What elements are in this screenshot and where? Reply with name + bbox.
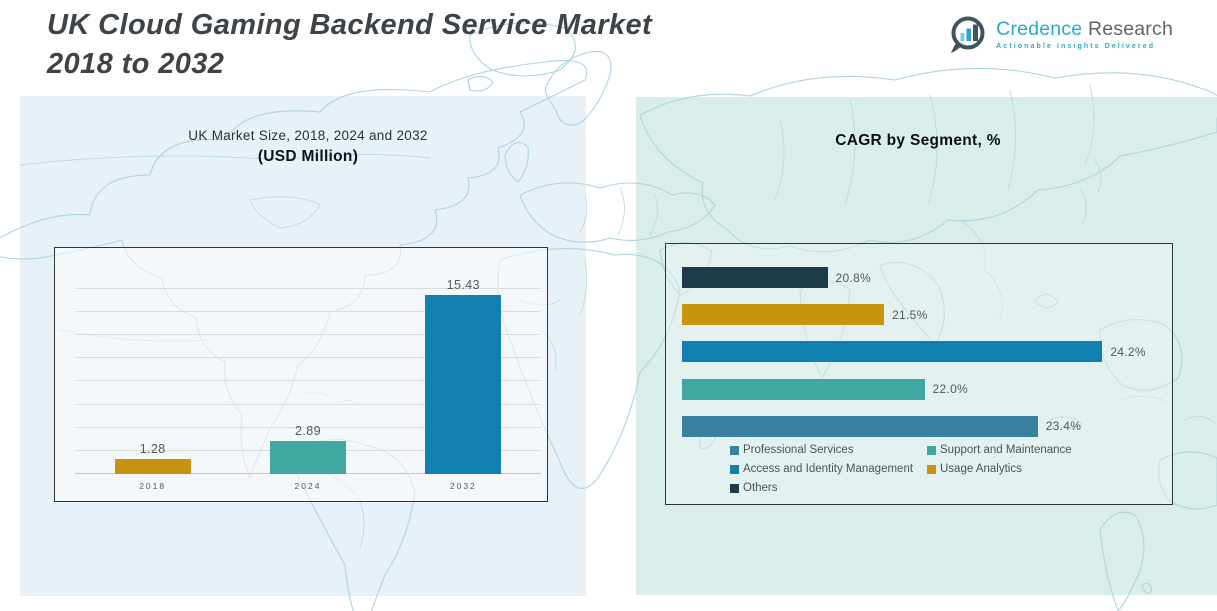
market-x-axis: 2018 2024 2032 xyxy=(75,481,541,494)
brand-logo: Credence Research Actionable Insights De… xyxy=(948,14,1173,54)
bar-value-label: 24.2% xyxy=(1110,344,1146,359)
legend-label: Support and Maintenance xyxy=(940,444,1072,456)
bar-value-label: 21.5% xyxy=(892,307,928,322)
bar-group-2018: 1.28 xyxy=(75,254,230,474)
bar-others xyxy=(682,267,828,288)
bar-2032 xyxy=(425,295,502,474)
market-plot-area: 1.28 2.89 15.43 xyxy=(75,254,541,474)
bar-value-label: 1.28 xyxy=(139,442,166,457)
bar-value-label: 20.8% xyxy=(835,270,872,285)
brand-name-primary: Credence xyxy=(996,18,1083,40)
legend-marker xyxy=(730,464,739,474)
brand-name-secondary: Research xyxy=(1087,18,1173,40)
bar-value-label: 22.0% xyxy=(932,382,969,397)
cagr-legend: Professional Services Support and Mainten… xyxy=(730,444,1072,494)
gridline xyxy=(75,334,541,336)
bar-row: 21.5% xyxy=(682,304,928,326)
bar-row: 24.2% xyxy=(682,341,1146,363)
bar-value-label: 15.43 xyxy=(446,278,480,293)
bar-value-label: 23.4% xyxy=(1045,419,1082,434)
gridline xyxy=(75,380,541,382)
legend-item-access-and-identity-management: Access and Identity Management xyxy=(730,463,927,475)
brand-logo-text: Credence Research Actionable Insights De… xyxy=(996,18,1173,50)
gridline xyxy=(75,403,541,405)
x-tick-2018: 2018 xyxy=(139,481,167,491)
market-chart-title-line2: (USD Million) xyxy=(257,148,359,165)
gridline xyxy=(75,426,541,428)
legend-item-usage-analytics: Usage Analytics xyxy=(927,463,1072,475)
page-title: UK Cloud Gaming Backend Service Market 2… xyxy=(47,6,652,84)
market-chart-title: UK Market Size, 2018, 2024 and 2032 (USD… xyxy=(88,128,528,166)
market-size-chart: 1.28 2.89 15.43 2018 2024 2032 xyxy=(54,247,548,502)
brand-name: Credence Research xyxy=(996,18,1173,41)
legend-label: Access and Identity Management xyxy=(743,463,914,475)
legend-item-professional-services: Professional Services xyxy=(730,444,927,456)
page-title-line2: 2018 to 2032 xyxy=(47,48,225,81)
gridline xyxy=(75,310,541,312)
x-tick-2024: 2024 xyxy=(294,481,322,491)
bar-row: 22.0% xyxy=(682,378,969,400)
bar-row: 20.8% xyxy=(682,267,871,288)
brand-tagline: Actionable Insights Delivered xyxy=(996,43,1156,50)
legend-marker xyxy=(730,445,739,455)
legend-marker xyxy=(730,483,739,493)
cagr-chart: 20.8% 21.5% 24.2% 22.0% 23.4% Professional S… xyxy=(665,243,1173,505)
bar-value-label: 2.89 xyxy=(295,423,321,438)
bar-access-and-identity-management xyxy=(682,341,1103,363)
legend-label: Usage Analytics xyxy=(940,463,1022,475)
legend-label: Professional Services xyxy=(743,444,854,456)
bar-support-and-maintenance xyxy=(682,378,925,400)
legend-item-support-and-maintenance: Support and Maintenance xyxy=(927,444,1072,456)
gridline xyxy=(75,287,541,289)
market-chart-title-line1: UK Market Size, 2018, 2024 and 2032 xyxy=(188,128,428,143)
legend-item-others: Others xyxy=(730,482,927,494)
bar-row: 23.4% xyxy=(682,415,1082,437)
bar-group-2032: 15.43 xyxy=(386,254,541,474)
x-tick-2032: 2032 xyxy=(449,481,477,491)
bar-usage-analytics xyxy=(682,304,885,326)
market-bars: 1.28 2.89 15.43 xyxy=(75,254,541,474)
page-title-line1: UK Cloud Gaming Backend Service Market xyxy=(47,9,653,41)
bar-group-2024: 2.89 xyxy=(230,254,385,474)
legend-marker xyxy=(927,445,936,455)
legend-marker xyxy=(927,464,936,474)
legend-label: Others xyxy=(743,482,778,494)
bar-2024 xyxy=(269,440,346,474)
bar-chart-bubble-icon xyxy=(951,16,985,53)
bar-professional-services xyxy=(682,415,1038,437)
gridline xyxy=(75,357,541,359)
cagr-chart-title: CAGR by Segment, % xyxy=(835,132,1001,149)
bar-2018 xyxy=(114,459,191,474)
